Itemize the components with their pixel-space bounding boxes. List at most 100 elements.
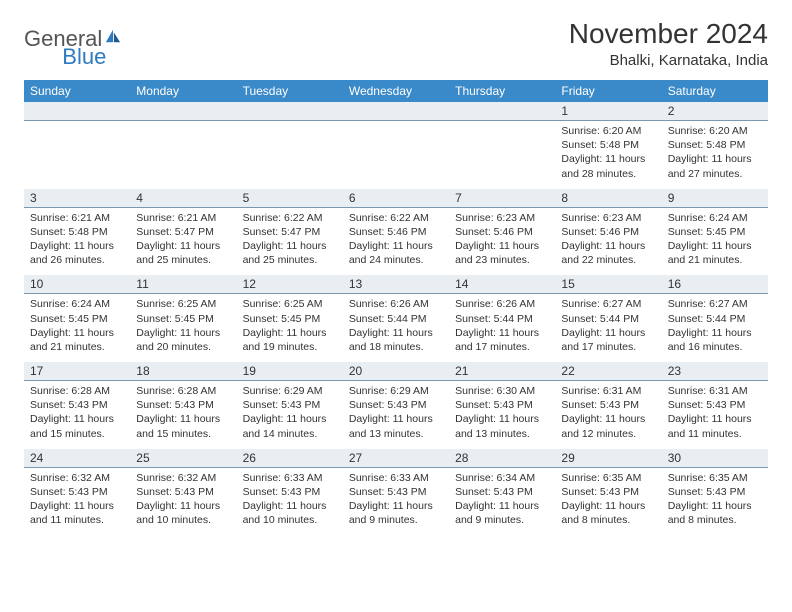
sunset-text: Sunset: 5:43 PM xyxy=(668,398,762,412)
day-number-cell xyxy=(237,102,343,121)
day-number-cell: 20 xyxy=(343,362,449,381)
sunset-text: Sunset: 5:43 PM xyxy=(455,398,549,412)
day-number-cell: 19 xyxy=(237,362,343,381)
sunset-text: Sunset: 5:45 PM xyxy=(136,312,230,326)
sunrise-text: Sunrise: 6:22 AM xyxy=(349,211,443,225)
day-number: 11 xyxy=(136,277,148,291)
daylight-text: Daylight: 11 hours and 10 minutes. xyxy=(136,499,230,527)
dayhead-sat: Saturday xyxy=(662,80,768,102)
day-number: 13 xyxy=(349,277,362,291)
day-detail-cell: Sunrise: 6:24 AMSunset: 5:45 PMDaylight:… xyxy=(662,207,768,275)
daylight-text: Daylight: 11 hours and 27 minutes. xyxy=(668,152,762,180)
day-number: 27 xyxy=(349,451,362,465)
day-detail-cell: Sunrise: 6:20 AMSunset: 5:48 PMDaylight:… xyxy=(662,121,768,189)
day-detail-cell: Sunrise: 6:23 AMSunset: 5:46 PMDaylight:… xyxy=(555,207,661,275)
day-number: 17 xyxy=(30,364,43,378)
daylight-text: Daylight: 11 hours and 21 minutes. xyxy=(30,326,124,354)
dayhead-tue: Tuesday xyxy=(237,80,343,102)
day-detail-cell: Sunrise: 6:32 AMSunset: 5:43 PMDaylight:… xyxy=(130,467,236,535)
sunrise-text: Sunrise: 6:27 AM xyxy=(561,297,655,311)
daylight-text: Daylight: 11 hours and 25 minutes. xyxy=(243,239,337,267)
daylight-text: Daylight: 11 hours and 13 minutes. xyxy=(455,412,549,440)
sunset-text: Sunset: 5:45 PM xyxy=(30,312,124,326)
day-number: 12 xyxy=(243,277,256,291)
daynum-row: 10111213141516 xyxy=(24,275,768,294)
day-number: 30 xyxy=(668,451,681,465)
day-number-cell: 12 xyxy=(237,275,343,294)
day-number: 1 xyxy=(561,104,568,118)
sunset-text: Sunset: 5:43 PM xyxy=(30,485,124,499)
dayhead-thu: Thursday xyxy=(449,80,555,102)
day-number-cell: 24 xyxy=(24,449,130,468)
sunset-text: Sunset: 5:45 PM xyxy=(243,312,337,326)
sunrise-text: Sunrise: 6:25 AM xyxy=(136,297,230,311)
sunrise-text: Sunrise: 6:27 AM xyxy=(668,297,762,311)
sunrise-text: Sunrise: 6:23 AM xyxy=(455,211,549,225)
day-number-cell: 15 xyxy=(555,275,661,294)
daylight-text: Daylight: 11 hours and 17 minutes. xyxy=(561,326,655,354)
day-detail-cell: Sunrise: 6:31 AMSunset: 5:43 PMDaylight:… xyxy=(662,381,768,449)
sunset-text: Sunset: 5:43 PM xyxy=(243,398,337,412)
day-number-cell: 10 xyxy=(24,275,130,294)
day-number: 10 xyxy=(30,277,43,291)
sunset-text: Sunset: 5:43 PM xyxy=(349,485,443,499)
sunrise-text: Sunrise: 6:25 AM xyxy=(243,297,337,311)
sunset-text: Sunset: 5:47 PM xyxy=(243,225,337,239)
day-number-cell: 11 xyxy=(130,275,236,294)
day-number: 2 xyxy=(668,104,675,118)
day-detail-cell: Sunrise: 6:26 AMSunset: 5:44 PMDaylight:… xyxy=(449,294,555,362)
day-number-cell: 17 xyxy=(24,362,130,381)
sunrise-text: Sunrise: 6:32 AM xyxy=(136,471,230,485)
daylight-text: Daylight: 11 hours and 24 minutes. xyxy=(349,239,443,267)
day-number-cell: 4 xyxy=(130,189,236,208)
logo: General Blue xyxy=(24,18,106,70)
day-detail-cell: Sunrise: 6:27 AMSunset: 5:44 PMDaylight:… xyxy=(662,294,768,362)
day-number-cell: 7 xyxy=(449,189,555,208)
day-detail-cell xyxy=(237,121,343,189)
sunrise-text: Sunrise: 6:24 AM xyxy=(668,211,762,225)
dayhead-mon: Monday xyxy=(130,80,236,102)
sunrise-text: Sunrise: 6:22 AM xyxy=(243,211,337,225)
daylight-text: Daylight: 11 hours and 28 minutes. xyxy=(561,152,655,180)
day-number: 8 xyxy=(561,191,568,205)
sunrise-text: Sunrise: 6:33 AM xyxy=(349,471,443,485)
daylight-text: Daylight: 11 hours and 16 minutes. xyxy=(668,326,762,354)
sunrise-text: Sunrise: 6:30 AM xyxy=(455,384,549,398)
sunset-text: Sunset: 5:43 PM xyxy=(668,485,762,499)
day-number: 4 xyxy=(136,191,143,205)
sunrise-text: Sunrise: 6:20 AM xyxy=(561,124,655,138)
daylight-text: Daylight: 11 hours and 17 minutes. xyxy=(455,326,549,354)
day-number-cell: 18 xyxy=(130,362,236,381)
day-number-cell: 13 xyxy=(343,275,449,294)
detail-row: Sunrise: 6:24 AMSunset: 5:45 PMDaylight:… xyxy=(24,294,768,362)
daylight-text: Daylight: 11 hours and 19 minutes. xyxy=(243,326,337,354)
day-number: 18 xyxy=(136,364,149,378)
day-detail-cell: Sunrise: 6:21 AMSunset: 5:47 PMDaylight:… xyxy=(130,207,236,275)
daylight-text: Daylight: 11 hours and 25 minutes. xyxy=(136,239,230,267)
sunrise-text: Sunrise: 6:31 AM xyxy=(561,384,655,398)
sunset-text: Sunset: 5:43 PM xyxy=(243,485,337,499)
day-header-row: Sunday Monday Tuesday Wednesday Thursday… xyxy=(24,80,768,102)
day-number: 21 xyxy=(455,364,468,378)
sunrise-text: Sunrise: 6:26 AM xyxy=(349,297,443,311)
sunset-text: Sunset: 5:43 PM xyxy=(561,485,655,499)
daylight-text: Daylight: 11 hours and 14 minutes. xyxy=(243,412,337,440)
day-number-cell xyxy=(343,102,449,121)
daylight-text: Daylight: 11 hours and 22 minutes. xyxy=(561,239,655,267)
sail-icon xyxy=(104,28,122,44)
daylight-text: Daylight: 11 hours and 8 minutes. xyxy=(668,499,762,527)
day-number: 5 xyxy=(243,191,250,205)
sunset-text: Sunset: 5:43 PM xyxy=(136,398,230,412)
daylight-text: Daylight: 11 hours and 26 minutes. xyxy=(30,239,124,267)
day-detail-cell: Sunrise: 6:35 AMSunset: 5:43 PMDaylight:… xyxy=(662,467,768,535)
day-detail-cell: Sunrise: 6:33 AMSunset: 5:43 PMDaylight:… xyxy=(343,467,449,535)
detail-row: Sunrise: 6:28 AMSunset: 5:43 PMDaylight:… xyxy=(24,381,768,449)
day-number: 20 xyxy=(349,364,362,378)
sunrise-text: Sunrise: 6:26 AM xyxy=(455,297,549,311)
sunrise-text: Sunrise: 6:28 AM xyxy=(30,384,124,398)
day-number: 25 xyxy=(136,451,149,465)
sunset-text: Sunset: 5:43 PM xyxy=(349,398,443,412)
day-number-cell xyxy=(449,102,555,121)
day-detail-cell: Sunrise: 6:20 AMSunset: 5:48 PMDaylight:… xyxy=(555,121,661,189)
day-detail-cell: Sunrise: 6:25 AMSunset: 5:45 PMDaylight:… xyxy=(130,294,236,362)
